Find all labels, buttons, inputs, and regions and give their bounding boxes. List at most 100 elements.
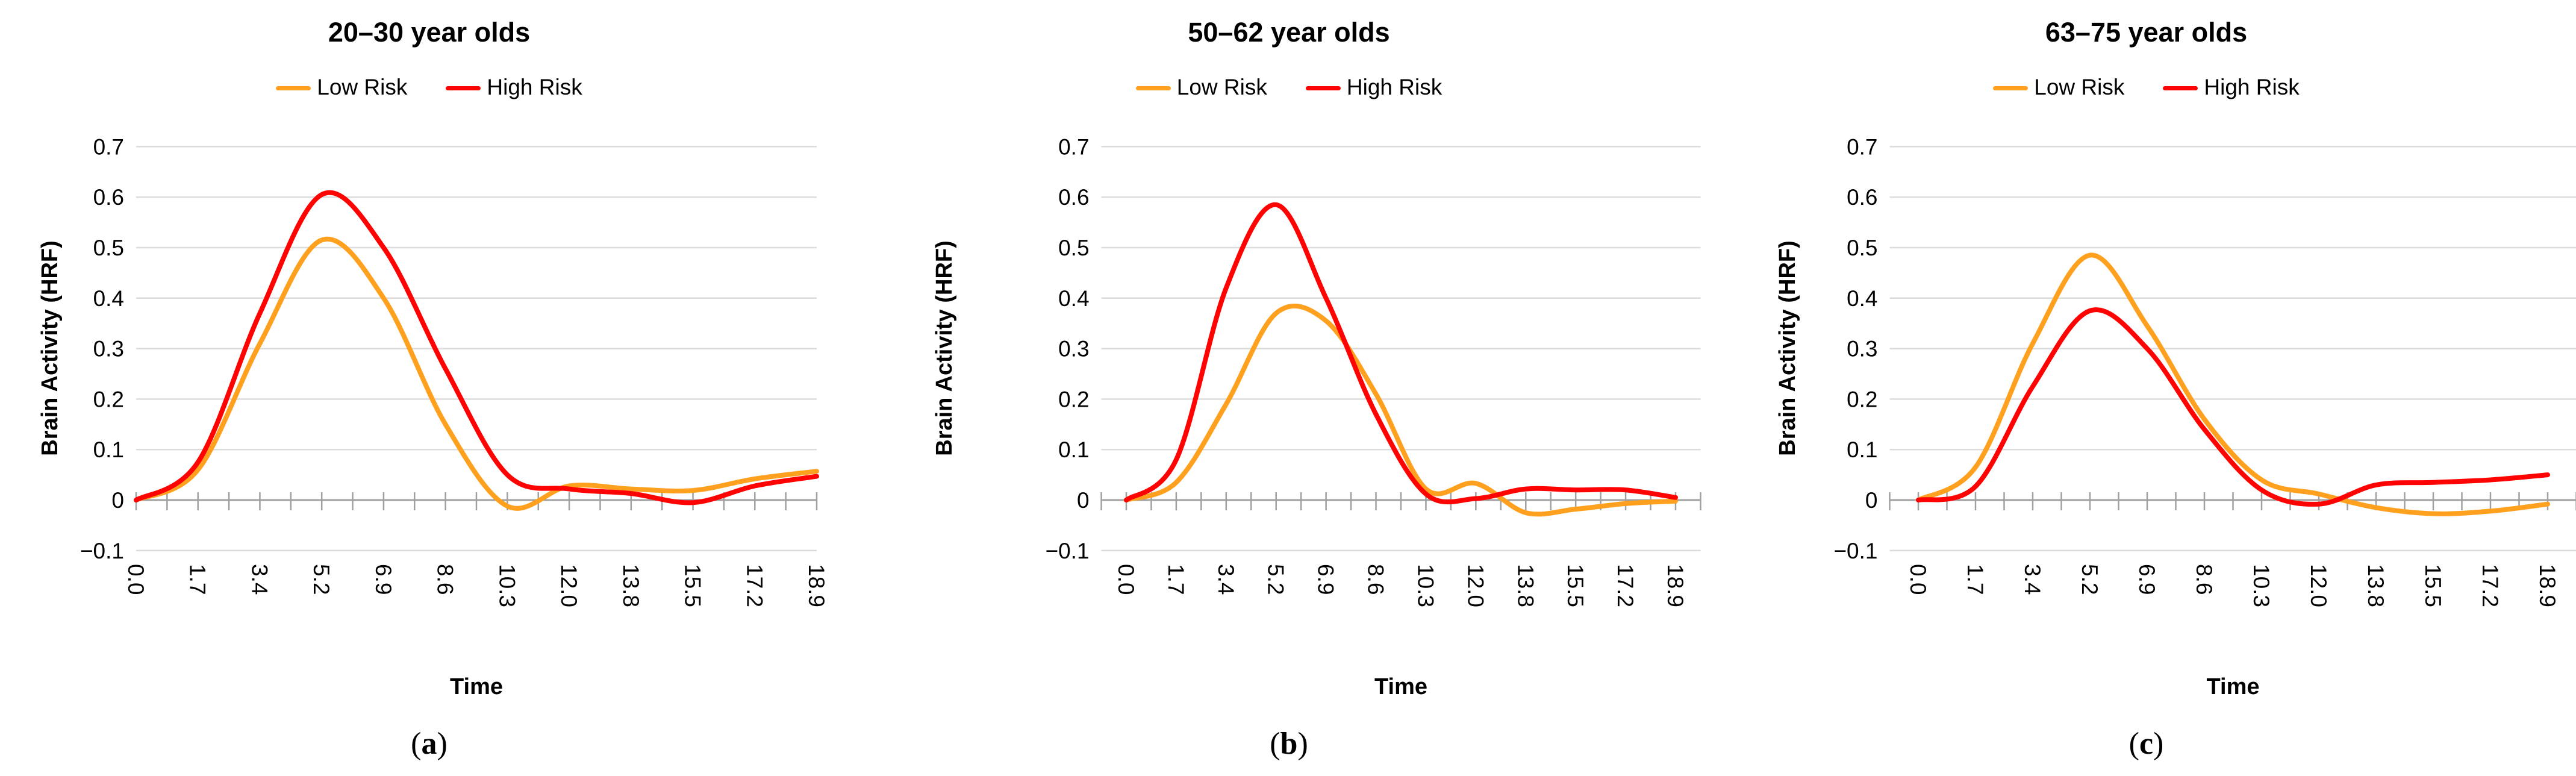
y-tick-label: 0: [1077, 488, 1090, 513]
y-tick-label: 0.6: [1058, 185, 1089, 210]
y-tick-label: 0.4: [93, 286, 124, 311]
y-axis-title: Brain Activity (HRF): [37, 240, 63, 456]
legend-item-low-risk: Low Risk: [1135, 75, 1267, 100]
y-axis-title: Brain Activity (HRF): [1775, 240, 1800, 456]
chart-plot: 0.70.60.50.40.30.20.10−0.10.0 1.7 3.4 5.2 6.…: [932, 134, 1701, 699]
panel-caption: (b): [1270, 727, 1308, 761]
y-tick-label: 0.2: [1847, 387, 1877, 411]
x-tick-label: 13.8: [1513, 564, 1538, 607]
y-tick-label: 0.7: [1847, 134, 1877, 159]
x-tick-label: 8.6: [2192, 564, 2216, 595]
legend-item-high-risk: High Risk: [1305, 75, 1442, 100]
low-risk-swatch-icon: [276, 86, 311, 90]
y-tick-label: −0.1: [1045, 539, 1089, 563]
x-tick-label: 17.2: [742, 564, 767, 607]
x-tick-label: 5.2: [309, 564, 334, 595]
y-tick-label: −0.1: [80, 539, 124, 563]
panel-a: 20–30 year olds Low Risk High Risk 0.7 0.6 0.…: [0, 0, 858, 776]
x-tick-label: 5.2: [1264, 564, 1288, 595]
x-tick-label: 18.9: [804, 564, 829, 607]
x-tick-label: 1.7: [1963, 564, 1988, 595]
legend: Low Risk High Risk: [861, 75, 1717, 100]
chart-plot: 0.70.60.50.40.30.20.10−0.10.0 1.7 3.4 5.2 6.…: [1775, 134, 2576, 699]
series-line-high-risk: [1124, 202, 1678, 505]
y-axis-title: Brain Activity (HRF): [932, 240, 957, 456]
series-line-low-risk: [1124, 303, 1678, 517]
y-tick-label: 0.1: [93, 437, 124, 462]
x-tick-label: 15.5: [2421, 564, 2445, 607]
x-tick-label: 3.4: [1214, 564, 1238, 595]
x-tick-label: 8.6: [1364, 564, 1388, 595]
x-tick-label: 18.9: [2535, 564, 2560, 607]
legend-item-high-risk: High Risk: [446, 75, 582, 100]
panel-caption: (a): [411, 727, 448, 761]
x-tick-label: 18.9: [1663, 564, 1688, 607]
caption-letter: b: [1280, 727, 1298, 761]
y-tick-label: 0.2: [93, 387, 124, 411]
y-tick-label: 0.3: [1058, 337, 1089, 361]
x-axis-title: Time: [2206, 674, 2259, 699]
chart-title: 63–75 year olds: [2045, 17, 2248, 48]
x-tick-label: 1.7: [186, 564, 210, 595]
x-tick-label: 10.3: [2249, 564, 2274, 607]
x-tick-label: 15.5: [1563, 564, 1588, 607]
high-risk-swatch-icon: [2163, 86, 2198, 90]
y-tick-label: 0.1: [1847, 437, 1877, 462]
legend-label: Low Risk: [2034, 75, 2125, 99]
low-risk-swatch-icon: [1135, 86, 1171, 90]
x-tick-label: 17.2: [2478, 564, 2503, 607]
x-tick-label: 3.4: [247, 564, 272, 595]
high-risk-swatch-icon: [1305, 86, 1341, 90]
x-tick-label: 15.5: [681, 564, 705, 607]
legend-item-low-risk: Low Risk: [276, 75, 407, 100]
x-tick-label: 6.9: [371, 564, 396, 595]
legend-item-low-risk: Low Risk: [1993, 75, 2124, 100]
series-line-high-risk: [134, 190, 819, 505]
chart-plot: 0.70.60.50.40.30.20.10−0.10.0 1.7 3.4 5.2 6.…: [37, 134, 829, 699]
series-line-low-risk: [134, 236, 819, 511]
y-tick-label: 0.5: [1058, 236, 1089, 260]
x-tick-label: 10.3: [494, 564, 519, 607]
x-tick-label: 1.7: [1164, 564, 1188, 595]
chart-title: 20–30 year olds: [328, 17, 531, 48]
x-tick-label: 0.0: [123, 564, 148, 595]
x-tick-label: 12.0: [1463, 564, 1488, 607]
x-tick-label: 3.4: [2020, 564, 2045, 595]
legend-label: High Risk: [2204, 75, 2300, 99]
x-tick-label: 13.8: [2363, 564, 2388, 607]
x-tick-label: 12.0: [2306, 564, 2331, 607]
y-tick-label: 0.5: [1847, 236, 1877, 260]
legend: Low Risk High Risk: [0, 75, 858, 100]
x-tick-label: 17.2: [1613, 564, 1638, 607]
x-tick-label: 5.2: [2077, 564, 2102, 595]
legend: Low Risk High Risk: [1717, 75, 2576, 100]
y-tick-label: 0: [1865, 488, 1878, 513]
panel-caption: (c): [2128, 727, 2164, 761]
caption-letter: a: [421, 727, 437, 761]
legend-label: Low Risk: [317, 75, 408, 99]
y-tick-label: 0.7: [1058, 134, 1089, 159]
panel-c: 63–75 year olds Low Risk High Risk 0.7 0.6 0.…: [1717, 0, 2576, 776]
legend-item-high-risk: High Risk: [2163, 75, 2300, 100]
x-axis-title: Time: [1374, 674, 1427, 699]
y-tick-label: 0.7: [93, 134, 124, 159]
legend-label: Low Risk: [1176, 75, 1267, 99]
x-tick-label: 0.0: [1906, 564, 1930, 595]
series-line-high-risk: [1916, 307, 2550, 507]
panel-b: 50–62 year olds Low Risk High Risk 0.7 0.6 0.…: [861, 0, 1717, 776]
x-tick-label: 6.9: [1314, 564, 1338, 595]
x-tick-label: 6.9: [2135, 564, 2159, 595]
y-tick-label: 0: [111, 488, 124, 513]
legend-label: High Risk: [1346, 75, 1442, 99]
x-tick-label: 8.6: [433, 564, 458, 595]
y-tick-label: 0.6: [93, 185, 124, 210]
y-tick-label: 0.4: [1058, 286, 1089, 311]
x-tick-label: 12.0: [557, 564, 581, 607]
y-tick-label: −0.1: [1833, 539, 1877, 563]
y-tick-label: 0.2: [1058, 387, 1089, 411]
legend-label: High Risk: [487, 75, 582, 99]
low-risk-swatch-icon: [1993, 86, 2029, 90]
caption-letter: c: [2139, 727, 2154, 761]
y-tick-label: 0.5: [93, 236, 124, 260]
